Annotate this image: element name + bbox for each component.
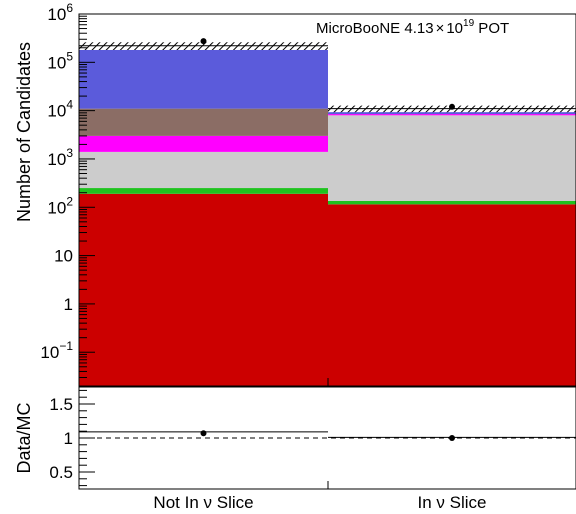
- main-y-tick-label-6: 105: [47, 49, 73, 72]
- stack-bar-0-bin-1: [328, 204, 576, 386]
- main-y-axis: 10−1 1 10 102 103 104 105 106: [40, 1, 95, 387]
- stack-bar-4-bin-0: [79, 108, 328, 136]
- stack-bar-2-bin-0: [79, 151, 328, 189]
- stack-bar-3-bin-1: [328, 114, 576, 116]
- main-y-tick-label-7: 106: [47, 1, 73, 24]
- ratio-y-tick-label-1: 1: [64, 429, 73, 448]
- ratio-y-tick-label-0: 0.5: [49, 463, 73, 482]
- stack-bar-3-bin-0: [79, 135, 328, 152]
- stack-bar-0-bin-0: [79, 193, 328, 386]
- main-y-tick-label-5: 104: [47, 98, 73, 121]
- main-y-tick-label-2: 10: [54, 247, 73, 266]
- ratio-y-axis-label: Data/MC: [14, 402, 34, 473]
- main-y-tick-label-3: 102: [47, 194, 73, 217]
- main-y-tick-label-4: 103: [47, 146, 73, 169]
- exposure-annotation: MicroBooNE 4.13 × 1019 POT: [316, 18, 509, 37]
- stack-bar-5-bin-0: [79, 47, 328, 109]
- ratio-point-bin-0: [200, 430, 207, 437]
- main-y-axis-label: Number of Candidates: [14, 42, 34, 222]
- ratio-mc-band: [79, 431, 576, 438]
- main-stack-bars: [79, 47, 576, 386]
- stack-bar-5-bin-1: [328, 110, 576, 115]
- x-category-label-1: In ν Slice: [418, 493, 487, 512]
- stack-bar-1-bin-0: [79, 188, 328, 194]
- main-y-tick-label-0: 10−1: [40, 339, 73, 362]
- data-point-bin-1: [449, 103, 455, 110]
- x-axis: Not In ν Slice In ν Slice: [153, 378, 486, 512]
- ratio-points: [200, 430, 455, 441]
- stack-bar-2-bin-1: [328, 115, 576, 201]
- data-points: [200, 38, 455, 110]
- ratio-y-tick-label-2: 1.5: [49, 395, 73, 414]
- ratio-y-axis: 0.5 1 1.5: [49, 389, 95, 487]
- x-category-label-0: Not In ν Slice: [153, 493, 253, 512]
- stack-bar-1-bin-1: [328, 200, 576, 205]
- data-point-bin-0: [200, 38, 207, 45]
- main-y-tick-label-1: 1: [64, 295, 73, 314]
- ratio-point-bin-1: [449, 435, 455, 441]
